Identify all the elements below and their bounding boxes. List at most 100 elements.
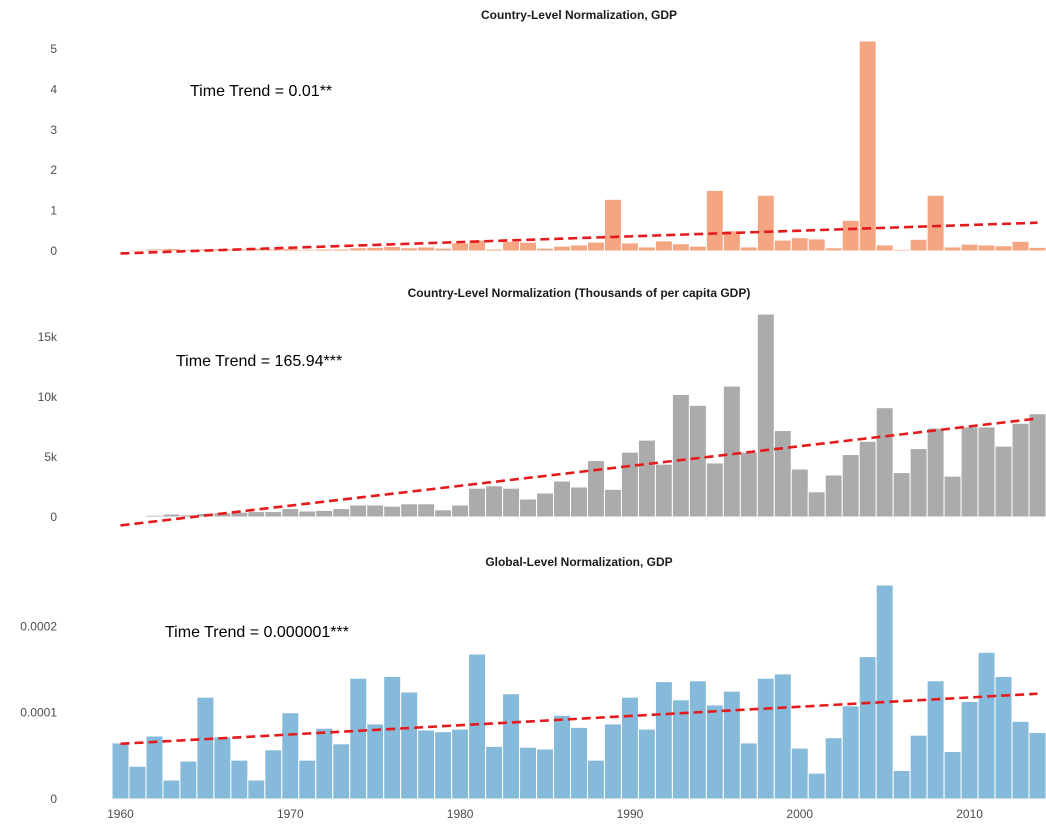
bar-1979 [434, 247, 453, 252]
bar-1988 [586, 241, 605, 252]
y-axis: 0 5k 10k 15k [38, 330, 58, 524]
bar-1961 [128, 249, 147, 252]
bar-1979 [434, 731, 453, 800]
bar-1999 [773, 239, 792, 252]
x-tick-label: 2000 [786, 807, 813, 821]
bar-1975 [366, 723, 385, 800]
bar-2001 [807, 772, 826, 800]
bar-2009 [943, 751, 962, 800]
bar-1969 [264, 511, 283, 518]
y-tick-label: 15k [38, 330, 58, 344]
bar-1991 [637, 728, 656, 800]
bar-1996 [722, 230, 741, 252]
bar-1975 [366, 246, 385, 252]
bar-1994 [688, 680, 707, 800]
bar-1988 [586, 460, 605, 518]
bar-1982 [485, 485, 504, 518]
bar-1997 [739, 742, 758, 800]
bar-2003 [841, 454, 860, 518]
bar-1990 [620, 696, 639, 800]
y-tick-label: 2 [50, 163, 57, 177]
bar-1976 [383, 505, 402, 518]
bar-1989 [603, 198, 622, 252]
bar-2014 [1028, 732, 1046, 800]
bar-2002 [824, 247, 843, 252]
bar-2013 [1011, 720, 1030, 800]
bar-1992 [654, 681, 673, 800]
bar-1986 [553, 245, 572, 252]
x-tick-label: 2010 [956, 807, 983, 821]
bar-1981 [468, 653, 487, 800]
bar-1985 [536, 748, 555, 800]
bar-2013 [1011, 422, 1030, 518]
bar-2008 [926, 427, 945, 518]
bar-1987 [570, 244, 588, 252]
y-axis: 0 0.0001 0.0002 [20, 619, 57, 806]
bar-1997 [739, 451, 758, 518]
bar-series [111, 584, 1046, 800]
bar-1994 [688, 245, 707, 252]
bar-1981 [468, 487, 487, 518]
bar-1985 [536, 247, 555, 252]
bar-1968 [247, 511, 266, 518]
bar-1996 [722, 385, 741, 518]
panel-title: Country-Level Normalization (Thousands o… [408, 286, 751, 300]
bar-1971 [298, 510, 317, 518]
bar-1998 [756, 194, 775, 252]
bar-series [111, 40, 1046, 252]
bar-1987 [570, 726, 588, 800]
bar-2010 [960, 700, 979, 800]
bar-1965 [196, 696, 215, 800]
bar-2011 [977, 244, 996, 252]
x-tick-label: 1970 [277, 807, 304, 821]
time-trend-annotation: Time Trend = 165.94*** [176, 353, 342, 370]
bar-1987 [570, 486, 588, 518]
bar-series [111, 313, 1046, 518]
bar-2009 [943, 475, 962, 518]
x-tick-label: 1990 [617, 807, 644, 821]
bar-1980 [451, 242, 470, 252]
bar-1972 [315, 509, 334, 518]
bar-1971 [298, 759, 317, 800]
bar-1981 [468, 239, 487, 252]
bar-1986 [553, 480, 572, 518]
bar-1962 [145, 514, 164, 518]
bar-1993 [671, 393, 690, 518]
bar-2004 [858, 440, 877, 518]
bar-1999 [773, 673, 792, 800]
bar-1997 [739, 246, 758, 252]
y-tick-label: 3 [50, 123, 57, 137]
bar-1975 [366, 504, 385, 518]
bar-1995 [705, 189, 724, 252]
x-axis: 1960 1970 1980 1990 2000 2010 [107, 807, 983, 821]
bar-1977 [400, 503, 419, 518]
bar-1971 [298, 248, 317, 252]
bar-2003 [841, 705, 860, 800]
bar-1960 [111, 742, 130, 800]
y-tick-label: 0.0002 [20, 619, 57, 633]
panel-title: Global-Level Normalization, GDP [485, 555, 672, 569]
bar-1998 [756, 677, 775, 800]
bar-1962 [145, 248, 164, 252]
bar-1974 [349, 504, 368, 518]
bar-2010 [960, 243, 979, 252]
bar-1989 [603, 723, 622, 800]
bar-2008 [926, 680, 945, 800]
bar-1961 [128, 765, 147, 800]
bar-2001 [807, 238, 826, 252]
bar-1978 [417, 246, 436, 252]
x-tick-label: 1960 [107, 807, 134, 821]
bar-1963 [162, 513, 181, 518]
bar-2000 [790, 747, 809, 800]
bar-1978 [417, 503, 436, 518]
bar-1978 [417, 729, 436, 800]
bar-1973 [332, 743, 351, 800]
bar-2002 [824, 474, 843, 518]
bar-2009 [943, 246, 962, 252]
panel-country-gdp: Country-Level Normalization, GDP 012345 … [50, 8, 1046, 258]
bar-2014 [1028, 246, 1046, 252]
y-tick-label: 10k [38, 390, 58, 404]
time-trend-annotation: Time Trend = 0.01** [190, 83, 332, 100]
bar-1988 [586, 759, 605, 800]
y-tick-label: 0 [50, 510, 57, 524]
